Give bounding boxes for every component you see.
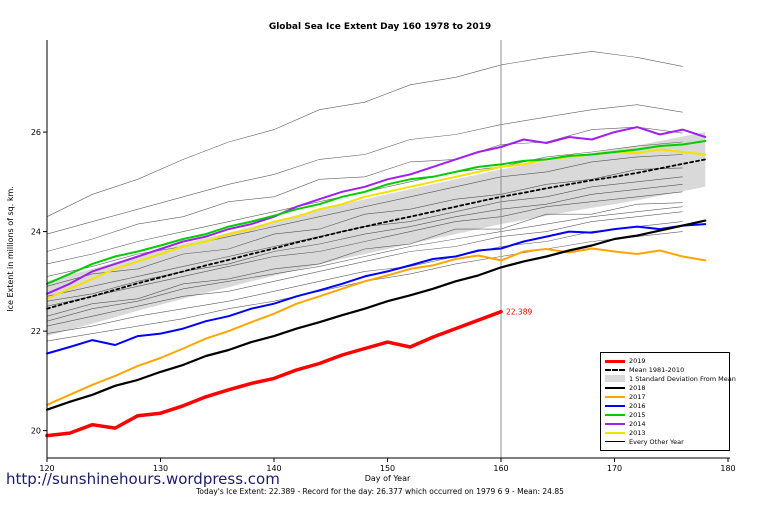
- legend-item: 1 Standard Deviation From Mean: [605, 374, 736, 383]
- legend-item: 2013: [605, 429, 725, 438]
- std-dev-band: [47, 132, 706, 337]
- series-2018: [45, 219, 707, 411]
- x-tick-label: 130: [153, 464, 168, 473]
- every-other-year-line: [46, 221, 683, 334]
- current-extent-annotation: 22.389: [506, 308, 532, 317]
- x-tick-label: 170: [607, 464, 622, 473]
- legend-swatch-2017: [605, 393, 625, 401]
- legend-label: 1 Standard Deviation From Mean: [629, 374, 736, 383]
- x-tick-label: 150: [380, 464, 395, 473]
- chart-caption: Today's Ice Extent: 22.389 - Record for …: [196, 487, 564, 496]
- legend-label: 2019: [629, 356, 646, 365]
- y-tick-label: 22: [31, 327, 41, 336]
- legend-swatch-2019: [605, 357, 625, 365]
- legend-item: 2019: [605, 356, 725, 365]
- every-other-year-line: [46, 206, 683, 322]
- x-axis-title: Day of Year: [365, 474, 411, 483]
- legend-item: Every Other Year: [605, 438, 725, 447]
- legend-label: Every Other Year: [629, 438, 684, 447]
- legend-swatch-2015: [605, 411, 625, 419]
- every-other-year-line: [46, 211, 683, 327]
- legend-item: Mean 1981-2010: [605, 365, 725, 374]
- series-2016: [46, 223, 707, 355]
- legend-item: 2014: [605, 420, 725, 429]
- every-other-year-line: [46, 184, 683, 302]
- every-other-year-line: [46, 202, 683, 317]
- y-tick-label: 26: [31, 128, 41, 137]
- x-tick-label: 160: [493, 464, 508, 473]
- legend-swatch-2013: [605, 429, 625, 437]
- every-other-year-line: [46, 191, 683, 307]
- x-tick-label: 120: [39, 464, 54, 473]
- legend-swatch-2018: [605, 384, 625, 392]
- legend-item: 2017: [605, 392, 725, 401]
- legend-swatch-every-other-year: [605, 438, 625, 446]
- legend-swatch-2016: [605, 402, 625, 410]
- legend-label: 2015: [629, 411, 646, 420]
- every-other-year-line: [46, 104, 683, 235]
- footer-url: http://sunshinehours.wordpress.com: [6, 470, 280, 488]
- legend-swatch-1-standard-deviation-from-mean: [605, 375, 625, 383]
- legend-item: 2018: [605, 383, 725, 392]
- legend-label: 2014: [629, 420, 646, 429]
- legend-item: 2016: [605, 401, 725, 410]
- y-tick-label: 20: [31, 427, 41, 436]
- series-2019: [45, 309, 503, 438]
- legend: 2019 Mean 1981-2010 1 Standard Deviation F…: [600, 352, 736, 451]
- chart-title: Global Sea Ice Extent Day 160 1978 to 20…: [268, 22, 492, 32]
- legend-label: 2013: [629, 429, 646, 438]
- legend-label: 2018: [629, 383, 646, 392]
- every-other-year-line: [46, 176, 683, 297]
- legend-label: Mean 1981-2010: [629, 365, 685, 374]
- legend-label: 2017: [629, 392, 646, 401]
- every-other-year-line: [46, 51, 683, 217]
- y-axis-title: Ice Extent in millions of sq. km.: [6, 186, 15, 312]
- series-2014: [46, 126, 707, 295]
- series-mean-1981-2010: [46, 158, 707, 310]
- x-tick-label: 140: [266, 464, 281, 473]
- series-2017: [46, 247, 707, 406]
- legend-item: 2015: [605, 411, 725, 420]
- y-tick-label: 24: [31, 228, 41, 237]
- x-tick-label: 180: [720, 464, 735, 473]
- legend-swatch-mean-1981-2010: [605, 366, 625, 374]
- legend-label: 2016: [629, 402, 646, 411]
- series-2015: [46, 140, 707, 285]
- every-other-year-line: [46, 126, 683, 252]
- every-other-year-line: [46, 167, 683, 287]
- legend-swatch-2014: [605, 420, 625, 428]
